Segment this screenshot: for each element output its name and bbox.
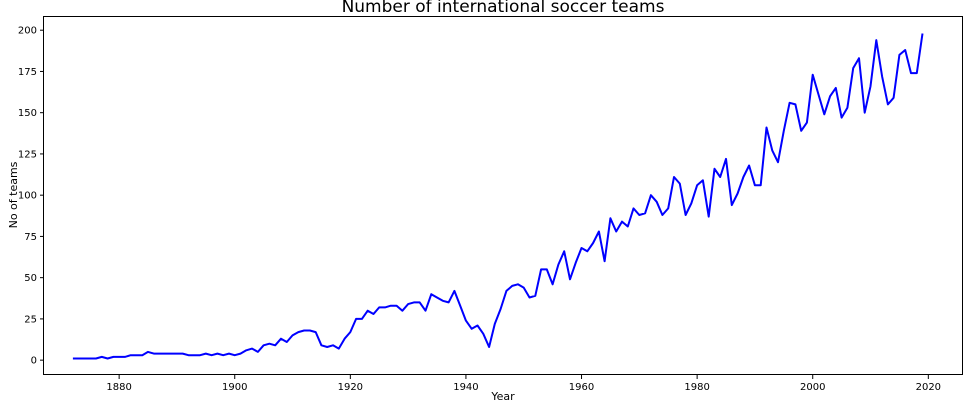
x-tick-label: 1900	[222, 382, 247, 393]
x-tick-label: 1940	[453, 382, 478, 393]
series-line	[72, 33, 924, 360]
x-tick-label: 2000	[800, 382, 825, 393]
y-axis: 0 25 50 75 100 125 150 175 200	[18, 26, 44, 367]
x-tick-label: 1960	[569, 382, 594, 393]
x-tick-label: 1880	[106, 382, 131, 393]
y-axis-label: No of teams	[7, 161, 20, 228]
x-tick-label: 1980	[684, 382, 709, 393]
y-tick-label: 0	[31, 356, 37, 367]
y-tick-label: 125	[18, 149, 37, 160]
y-tick-label: 175	[18, 67, 37, 78]
y-tick-label: 50	[24, 273, 37, 284]
x-tick-label: 2020	[916, 382, 941, 393]
x-axis-label: Year	[490, 390, 515, 403]
y-tick-label: 200	[18, 26, 37, 37]
y-tick-label: 25	[24, 314, 37, 325]
plot-area	[43, 16, 963, 375]
x-axis: 1880 1900 1920 1940 1960 1980 2000 2020	[106, 375, 941, 393]
x-tick-label: 1920	[338, 382, 363, 393]
y-tick-label: 75	[24, 232, 37, 243]
chart-title: Number of international soccer teams	[342, 0, 665, 17]
y-tick-label: 150	[18, 108, 37, 119]
y-tick-label: 100	[18, 191, 37, 202]
